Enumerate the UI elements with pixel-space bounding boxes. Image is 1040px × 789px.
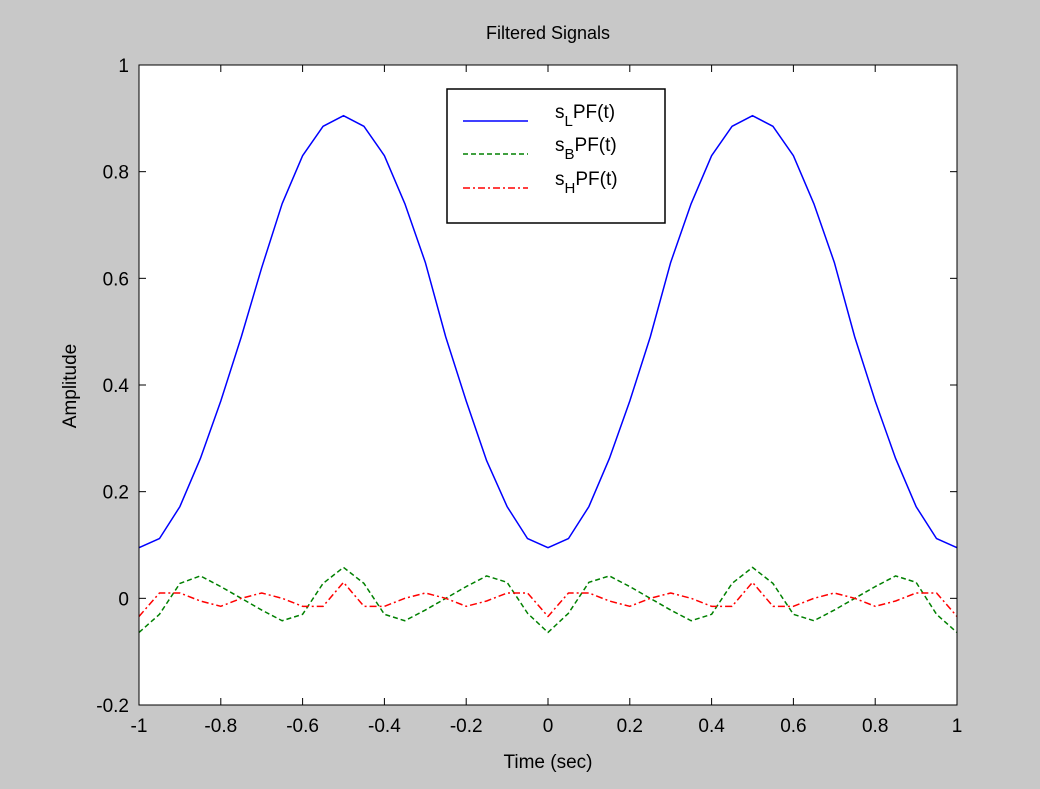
y-axis-label: Amplitude bbox=[60, 344, 81, 429]
x-tick-label: 0.4 bbox=[698, 716, 725, 737]
x-tick-label: 0.6 bbox=[780, 716, 806, 737]
lowpass-series-line bbox=[138, 114, 958, 549]
x-tick-label: 0.8 bbox=[862, 716, 888, 737]
series-layer bbox=[138, 114, 958, 634]
y-tick-label: 0.4 bbox=[103, 376, 130, 397]
legend-box bbox=[446, 88, 666, 224]
y-tick-label: 0.2 bbox=[103, 483, 129, 504]
x-tick-label: -0.6 bbox=[286, 716, 319, 737]
x-tick-label: -0.8 bbox=[204, 716, 237, 737]
y-tick-label: 0.6 bbox=[103, 269, 129, 290]
x-axis-label: Time (sec) bbox=[503, 752, 592, 773]
y-tick-label: 0.8 bbox=[103, 163, 129, 184]
legend-entry-highpass: sHPF(t) bbox=[555, 169, 618, 197]
x-tick-label: 0 bbox=[543, 716, 554, 737]
tick-layer: -1 -0.8 -0.6 -0.4 -0.2 0 0.2 0.4 0.6 0.8 1 -0.2 0 0.2… bbox=[96, 56, 962, 737]
chart-title: Filtered Signals bbox=[486, 23, 610, 43]
legend: sLPF(t) sBPF(t) sHPF(t) bbox=[446, 88, 666, 224]
highpass-series-line bbox=[138, 581, 958, 618]
y-tick-label: -0.2 bbox=[96, 696, 129, 717]
x-tick-label: -0.4 bbox=[368, 716, 401, 737]
legend-entry-bandpass: sBPF(t) bbox=[555, 135, 617, 163]
x-tick-label: -1 bbox=[131, 716, 148, 737]
y-tick-label: 0 bbox=[118, 589, 129, 610]
x-tick-label: 0.2 bbox=[617, 716, 643, 737]
legend-entry-lowpass: sLPF(t) bbox=[555, 102, 615, 130]
x-tick-label: -0.2 bbox=[450, 716, 483, 737]
bandpass-series-line bbox=[138, 566, 958, 634]
y-tick-label: 1 bbox=[118, 56, 129, 77]
x-tick-label: 1 bbox=[952, 716, 963, 737]
